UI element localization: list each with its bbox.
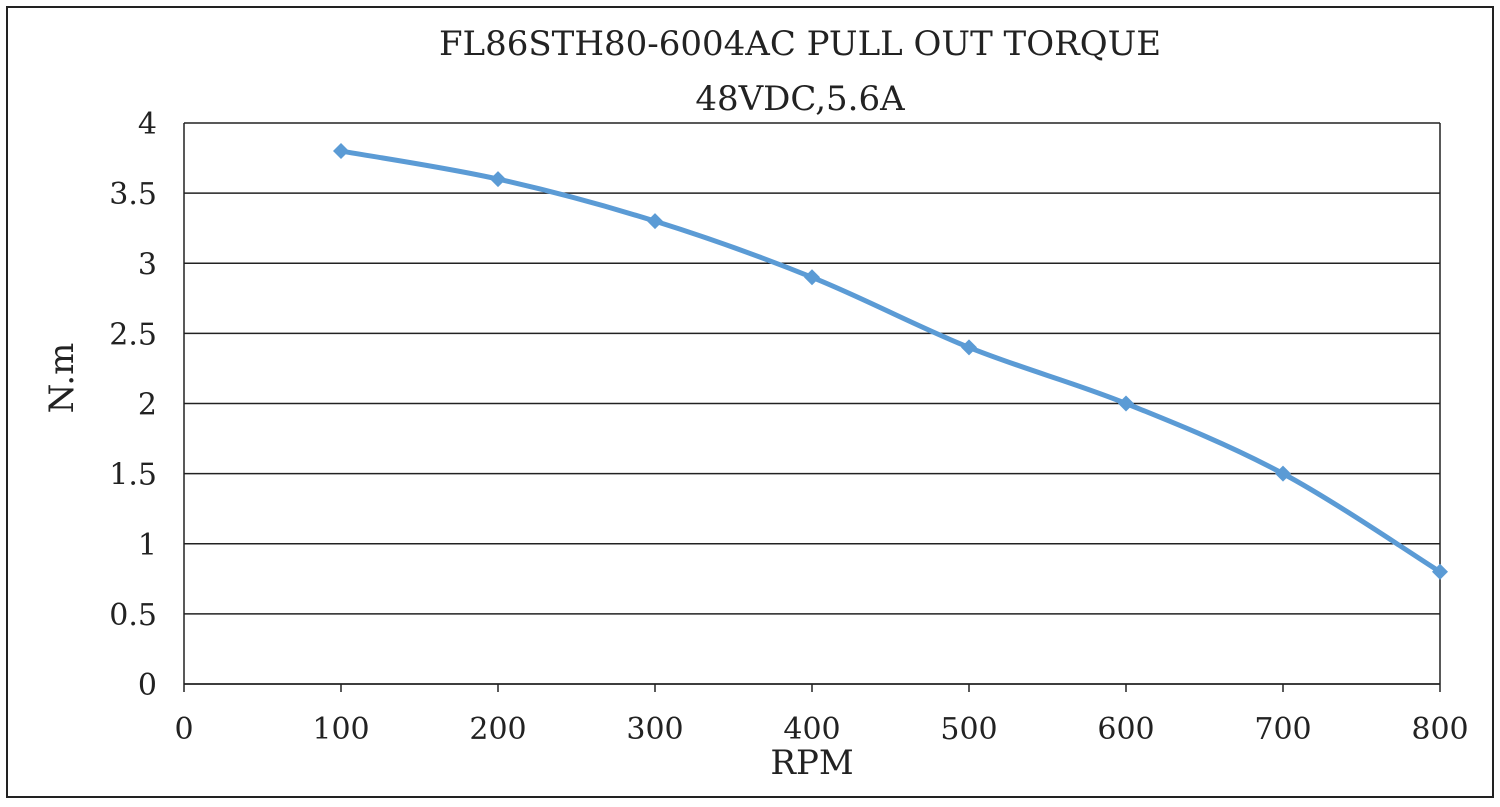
data-point-marker <box>1275 465 1291 482</box>
data-point-marker <box>804 269 820 286</box>
series-line <box>340 148 1442 574</box>
x-tick-label: 800 <box>1411 712 1468 747</box>
x-tick-label: 200 <box>469 712 526 747</box>
gridlines <box>184 122 1440 685</box>
y-tick-label: 3.5 <box>109 177 157 212</box>
y-tick-label: 2 <box>138 388 157 423</box>
y-tick-label: 0 <box>138 668 157 703</box>
y-tick-label: 1 <box>138 528 157 563</box>
x-tick-label: 600 <box>1097 712 1154 747</box>
y-tick-label: 2.5 <box>109 317 157 352</box>
chart-subtitle: 48VDC,5.6A <box>695 79 905 119</box>
x-tick-label: 300 <box>626 712 683 747</box>
x-tick-label: 400 <box>783 712 840 747</box>
data-point-marker <box>333 143 349 160</box>
x-tick-label: 500 <box>940 712 997 747</box>
y-tick-label: 4 <box>138 107 157 142</box>
axes <box>183 123 1441 692</box>
x-tick-labels: 0 100 200 300 400 500 600 700 800 <box>174 712 1468 747</box>
data-point-marker <box>647 213 663 230</box>
x-tick-label: 100 <box>312 712 369 747</box>
x-tick-label: 700 <box>1254 712 1311 747</box>
y-tick-label: 1.5 <box>109 458 157 493</box>
data-point-marker <box>1432 563 1448 580</box>
data-point-marker <box>961 339 977 356</box>
y-tick-label: 3 <box>138 247 157 282</box>
chart-border <box>6 6 1494 798</box>
x-tick-label: 0 <box>174 712 193 747</box>
x-axis-label: RPM <box>770 743 853 783</box>
chart-title: FL86STH80-6004AC PULL OUT TORQUE <box>439 24 1161 64</box>
series <box>333 143 1448 580</box>
data-point-marker <box>1118 395 1134 412</box>
data-point-marker <box>490 171 506 188</box>
y-axis-label: N.m <box>42 343 82 414</box>
y-tick-label: 0.5 <box>109 598 157 633</box>
y-tick-labels: 0 0.5 1 1.5 2 2.5 3 3.5 4 <box>109 107 157 703</box>
